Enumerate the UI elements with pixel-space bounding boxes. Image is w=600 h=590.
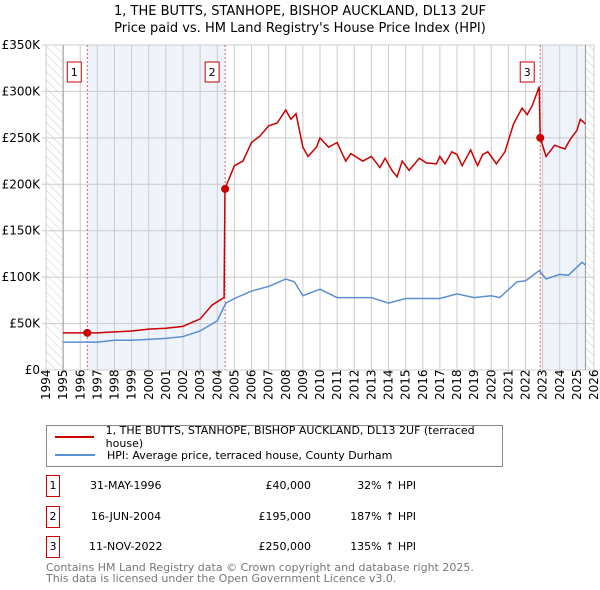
x-tick-label: 1996 <box>73 369 87 400</box>
marker-badge: 3 <box>46 536 60 558</box>
price: £195,000 <box>258 510 312 523</box>
x-tick-label: 1999 <box>125 369 139 400</box>
date: 11-NOV-2022 <box>89 540 163 553</box>
marker-badge: 2 <box>46 506 60 528</box>
x-tick-label: 2006 <box>245 369 259 400</box>
legend: 1, THE BUTTS, STANHOPE, BISHOP AUCKLAND,… <box>46 424 503 467</box>
sale-label: 1 <box>71 66 78 79</box>
x-tick-label: 2013 <box>364 369 378 400</box>
x-tick-label: 2019 <box>467 369 481 400</box>
hpi-change: 187% ↑ HPI <box>350 510 416 523</box>
x-tick-label: 2002 <box>176 369 190 400</box>
x-tick-label: 2017 <box>433 369 447 400</box>
hatched-region <box>46 45 64 370</box>
date: 16-JUN-2004 <box>91 510 162 523</box>
x-tick-label: 2015 <box>399 369 413 400</box>
y-tick-label: £50K <box>9 317 41 331</box>
sale-point <box>536 133 545 142</box>
sale-point <box>83 328 92 337</box>
y-tick-label: £0 <box>25 363 40 377</box>
x-tick-label: 2012 <box>347 369 361 400</box>
y-tick-label: £350K <box>2 38 42 52</box>
x-tick-label: 1997 <box>90 369 104 400</box>
x-tick-label: 2001 <box>159 369 173 400</box>
x-tick-label: 2010 <box>313 369 327 400</box>
y-tick-label: £100K <box>2 270 42 284</box>
x-tick-label: 2020 <box>484 369 498 400</box>
x-tick-label: 2023 <box>536 369 550 400</box>
sale-label: 3 <box>524 66 531 79</box>
legend-swatch <box>55 436 94 438</box>
x-tick-label: 1994 <box>39 369 53 400</box>
y-tick-label: £200K <box>2 177 42 191</box>
price: £250,000 <box>258 540 312 553</box>
legend-label: 1, THE BUTTS, STANHOPE, BISHOP AUCKLAND,… <box>105 424 475 450</box>
price-chart: 1994 1995 1996 1997 1998 1999 2000 2001 2002 2003… <box>2 38 600 400</box>
x-tick-label: 1995 <box>56 369 70 400</box>
x-tick-label: 2005 <box>227 369 241 400</box>
chart-title: 1, THE BUTTS, STANHOPE, BISHOP AUCKLAND,… <box>114 4 486 19</box>
shaded-ownership-period <box>540 45 586 370</box>
x-tick-label: 2011 <box>330 369 344 400</box>
footer: Contains HM Land Registry data © Crown c… <box>46 562 474 584</box>
sale-label: 2 <box>209 66 216 79</box>
chart-subtitle: Price paid vs. HM Land Registry's House … <box>114 21 486 36</box>
licence-text: This data is licensed under the Open Gov… <box>46 572 397 585</box>
x-tick-label: 2007 <box>262 369 276 400</box>
x-tick-label: 2026 <box>587 369 600 400</box>
sale-label-box <box>204 61 220 83</box>
x-tick-label: 2004 <box>210 369 224 400</box>
transaction-row: 2 16-JUN-2004 £195,000 187% ↑ HPI <box>46 506 566 528</box>
legend-item-hpi: HPI: Average price, terraced house, Coun… <box>55 447 392 463</box>
hatched-region <box>585 45 594 370</box>
sale-label-box <box>66 61 82 83</box>
sale-label-box <box>519 61 535 83</box>
x-tick-label: 1998 <box>108 369 122 400</box>
legend-item-property: 1, THE BUTTS, STANHOPE, BISHOP AUCKLAND,… <box>55 424 502 450</box>
x-tick-label: 2000 <box>142 369 156 400</box>
legend-swatch <box>55 454 95 456</box>
x-tick-label: 2024 <box>553 369 567 400</box>
transaction-row: 3 11-NOV-2022 £250,000 135% ↑ HPI <box>46 536 566 558</box>
x-tick-label: 2014 <box>382 369 396 400</box>
price-paid-line <box>63 86 586 334</box>
transaction-row: 1 31-MAY-1996 £40,000 32% ↑ HPI <box>46 475 566 497</box>
x-tick-label: 2016 <box>416 369 430 400</box>
sale-point <box>221 184 230 193</box>
copyright-text: Contains HM Land Registry data © Crown c… <box>46 561 474 574</box>
marker-badge: 1 <box>46 475 60 497</box>
shaded-ownership-period <box>87 45 226 370</box>
x-tick-label: 2022 <box>519 369 533 400</box>
hpi-line <box>63 261 586 343</box>
x-tick-label: 2008 <box>279 369 293 400</box>
price: £40,000 <box>265 479 312 492</box>
x-tick-label: 2009 <box>296 369 310 400</box>
y-tick-label: £150K <box>2 224 42 238</box>
hpi-change: 135% ↑ HPI <box>350 540 416 553</box>
x-tick-label: 2021 <box>501 369 515 400</box>
y-tick-label: £250K <box>2 131 42 145</box>
date: 31-MAY-1996 <box>90 479 162 492</box>
hpi-change: 32% ↑ HPI <box>357 479 416 492</box>
legend-label: HPI: Average price, terraced house, Coun… <box>107 448 393 462</box>
x-tick-label: 2003 <box>193 369 207 400</box>
x-tick-label: 2018 <box>450 369 464 400</box>
x-tick-label: 2025 <box>570 369 584 400</box>
y-tick-label: £300K <box>2 84 42 98</box>
